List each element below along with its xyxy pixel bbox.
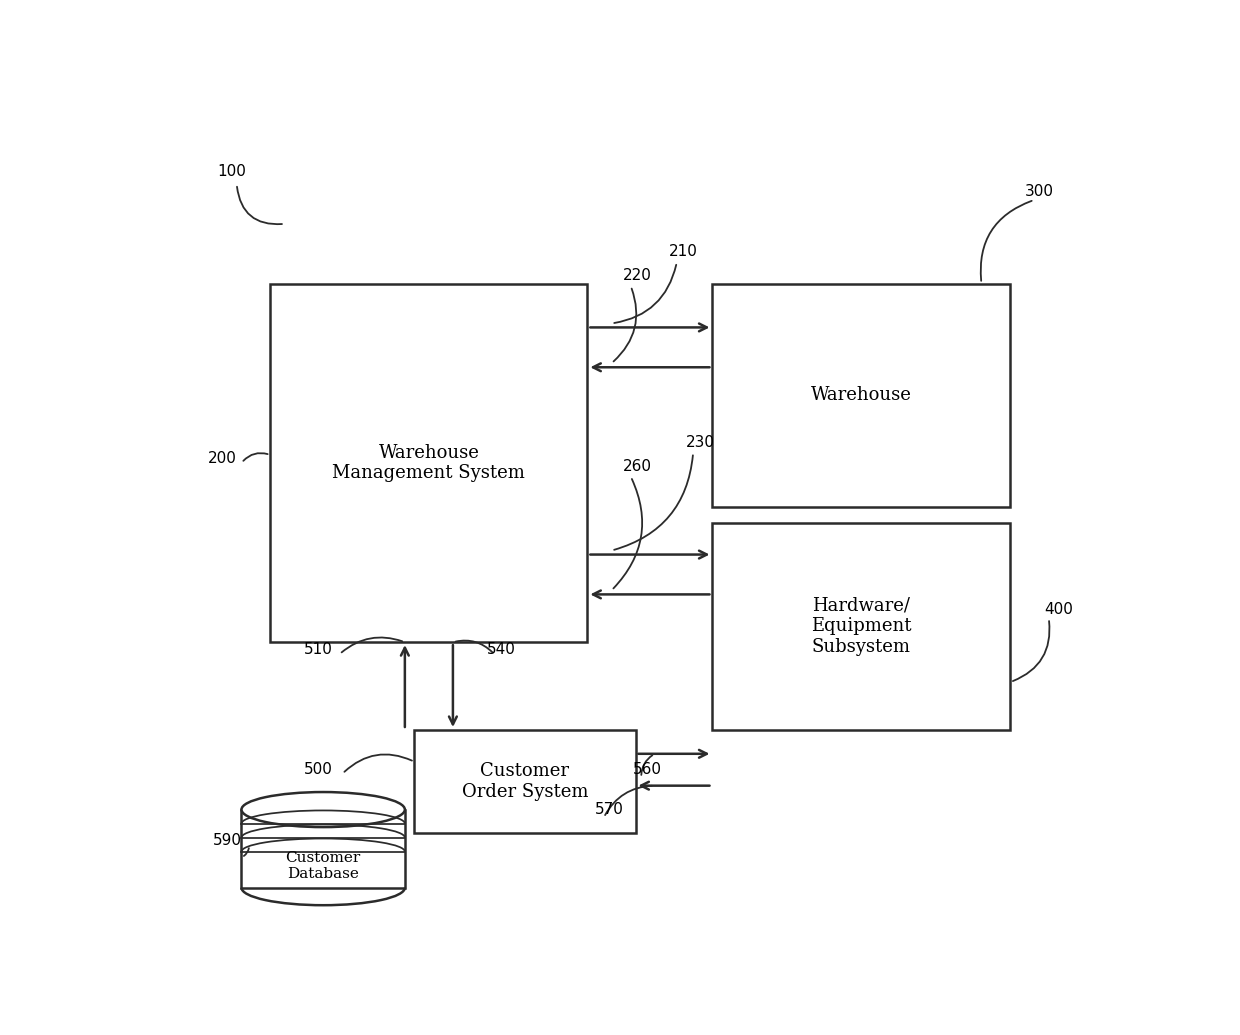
- Text: 590: 590: [213, 833, 242, 849]
- Text: 510: 510: [304, 642, 332, 657]
- Text: 560: 560: [632, 762, 662, 776]
- Text: Customer
Order System: Customer Order System: [461, 763, 588, 801]
- Text: Warehouse
Management System: Warehouse Management System: [332, 444, 526, 482]
- Text: 100: 100: [217, 164, 247, 179]
- Text: Warehouse: Warehouse: [811, 386, 911, 404]
- Text: 300: 300: [1024, 184, 1054, 199]
- Ellipse shape: [242, 792, 404, 827]
- Bar: [242, 809, 404, 888]
- Text: 210: 210: [670, 243, 698, 259]
- Text: 540: 540: [486, 642, 516, 657]
- Text: 500: 500: [304, 762, 332, 776]
- Text: 260: 260: [622, 459, 652, 474]
- Text: 200: 200: [208, 451, 237, 466]
- Text: 570: 570: [595, 801, 624, 817]
- Text: Customer
Database: Customer Database: [285, 851, 361, 881]
- Bar: [712, 284, 1011, 507]
- Bar: [712, 523, 1011, 730]
- Bar: [270, 284, 588, 642]
- Text: 230: 230: [686, 435, 714, 450]
- Text: 220: 220: [622, 268, 652, 283]
- Text: 400: 400: [1044, 602, 1073, 617]
- Text: Hardware/
Equipment
Subsystem: Hardware/ Equipment Subsystem: [811, 596, 911, 656]
- Bar: [414, 730, 635, 833]
